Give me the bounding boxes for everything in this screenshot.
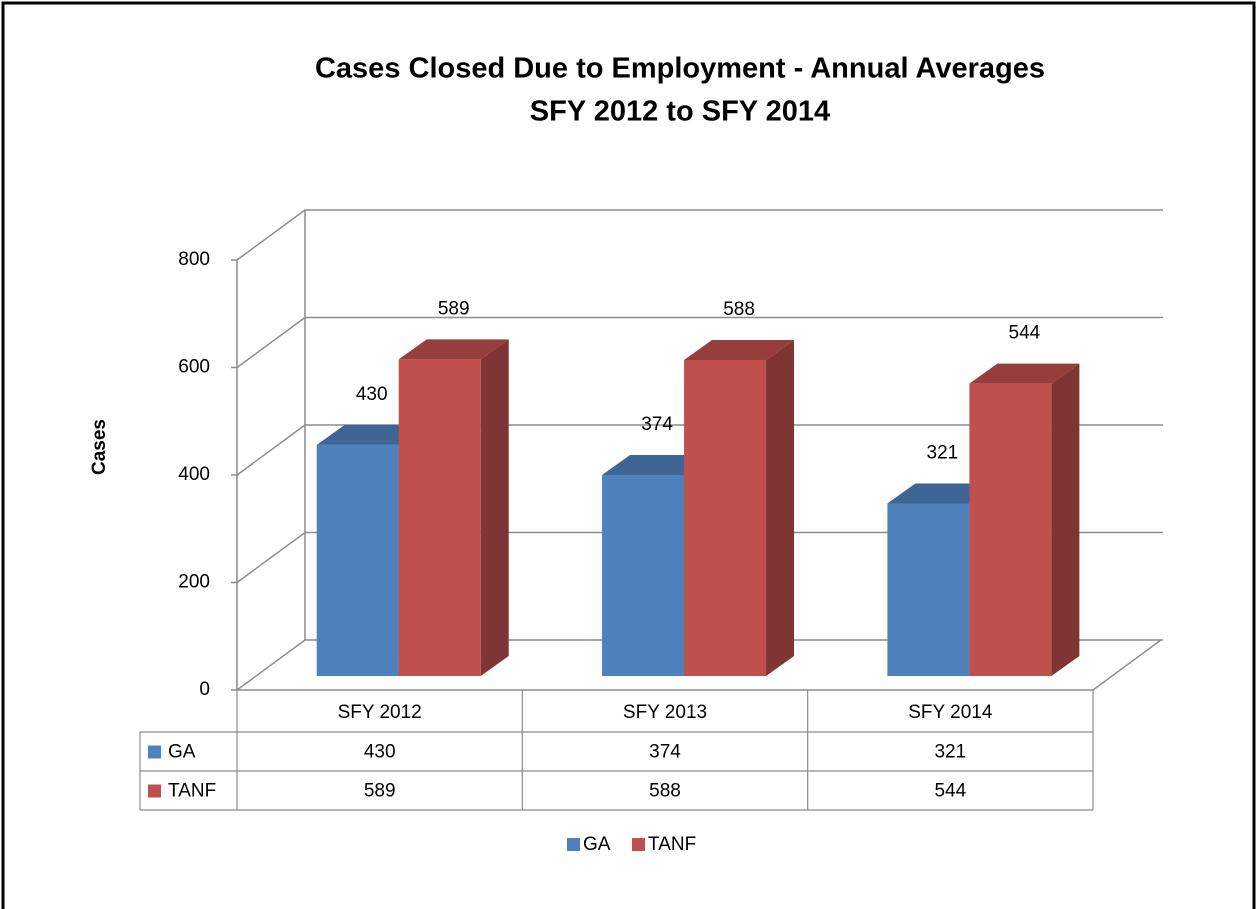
y-tick-label: 200 [178,572,210,593]
grid-line [236,531,1163,584]
x-tick-label: SFY 2014 [908,702,993,723]
grid-line [236,316,1163,369]
chart-subtitle: SFY 2012 to SFY 2014 [530,96,830,128]
table-row-label: TANF [168,781,216,802]
y-tick-label: 400 [178,464,210,485]
legend-label: TANF [648,834,696,855]
bar-top [969,363,1080,384]
bar [398,359,481,676]
bar-top [398,339,509,360]
legend-key [632,838,645,851]
y-tick-label: 0 [199,679,210,700]
table-cell: 588 [649,781,681,802]
x-tick-label: SFY 2013 [623,702,707,723]
table-cell: 430 [364,742,396,763]
y-axis-label: Cases [89,419,110,475]
x-tick-label: SFY 2012 [338,702,422,723]
bar [887,503,970,676]
table-row-label: GA [168,742,196,763]
bar [602,474,685,676]
y-tick-label: 800 [178,249,210,270]
data-label: 589 [438,298,470,319]
data-label: 588 [723,299,755,320]
table-cell: 544 [934,781,966,802]
data-label: 430 [356,384,388,405]
bar-side [1051,363,1080,676]
bar-side [766,339,795,676]
table-cell: 374 [649,742,681,763]
table-legend-key [148,784,161,798]
bar-side [480,339,509,676]
grid-line [236,209,1163,261]
y-tick-label: 600 [178,357,210,378]
bar [684,359,767,676]
bar [969,383,1052,676]
grid-line [236,424,1163,476]
data-label: 321 [927,442,959,463]
bar [316,444,399,676]
table-cell: 589 [364,781,396,802]
table-legend-key [148,745,161,759]
table-cell: 321 [934,742,966,763]
grid-line [236,639,1163,691]
legend-label: GA [583,834,611,855]
data-label: 544 [1009,323,1041,344]
bar-top [684,339,795,360]
data-label: 374 [641,414,673,435]
chart-title: Cases Closed Due to Employment - Annual … [315,53,1045,85]
legend-key [567,838,580,851]
